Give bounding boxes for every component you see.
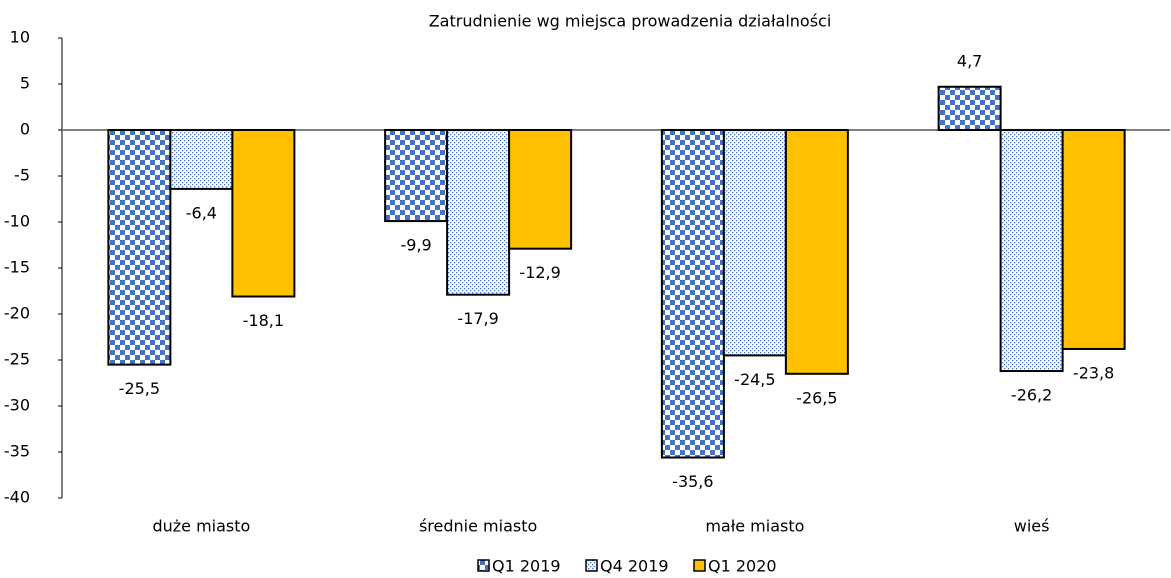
legend-swatch [477,559,490,572]
y-tick-label: -35 [4,442,30,461]
data-label: -9,9 [401,236,432,255]
bar [446,129,511,296]
bar [999,129,1064,373]
bar [169,129,234,190]
legend-swatch [585,559,598,572]
data-label: -24,5 [734,370,775,389]
y-tick-label: -30 [4,396,30,415]
y-tick-label: -25 [4,350,30,369]
data-label: -12,9 [519,263,560,282]
y-tick-label: -10 [4,212,30,231]
y-tick-label: -5 [14,166,30,185]
legend-swatch [693,559,706,572]
data-label: -26,5 [796,388,837,407]
y-tick-label: 0 [20,120,30,139]
x-tick-label: średnie miasto [419,517,537,536]
legend-label: Q1 2019 [492,557,561,576]
bar [1061,129,1126,350]
data-label: -25,5 [119,379,160,398]
bar [784,129,849,375]
y-tick-label: -15 [4,258,30,277]
data-label: 4,7 [957,51,982,70]
data-label: -23,8 [1073,363,1114,382]
legend-label: Q1 2020 [708,557,777,576]
bar [508,129,573,250]
data-label: -6,4 [186,203,217,222]
x-tick-label: wieś [1014,517,1050,536]
y-tick-label: 10 [10,28,30,47]
x-tick-label: duże miasto [152,517,250,536]
data-label: -18,1 [243,311,284,330]
bar [722,129,787,357]
chart-title: Zatrudnienie wg miejsca prowadzenia dzia… [429,12,832,31]
legend-label: Q4 2019 [600,557,669,576]
bar [660,129,725,459]
data-label: -17,9 [457,309,498,328]
y-tick-label: -40 [4,488,30,507]
bar [231,129,296,298]
y-tick-label: -20 [4,304,30,323]
x-tick-label: małe miasto [705,517,804,536]
bar [384,129,449,223]
data-label: -35,6 [672,472,713,491]
y-tick-label: 5 [20,74,30,93]
bar [937,85,1002,132]
bar [107,129,172,366]
data-label: -26,2 [1011,386,1052,405]
